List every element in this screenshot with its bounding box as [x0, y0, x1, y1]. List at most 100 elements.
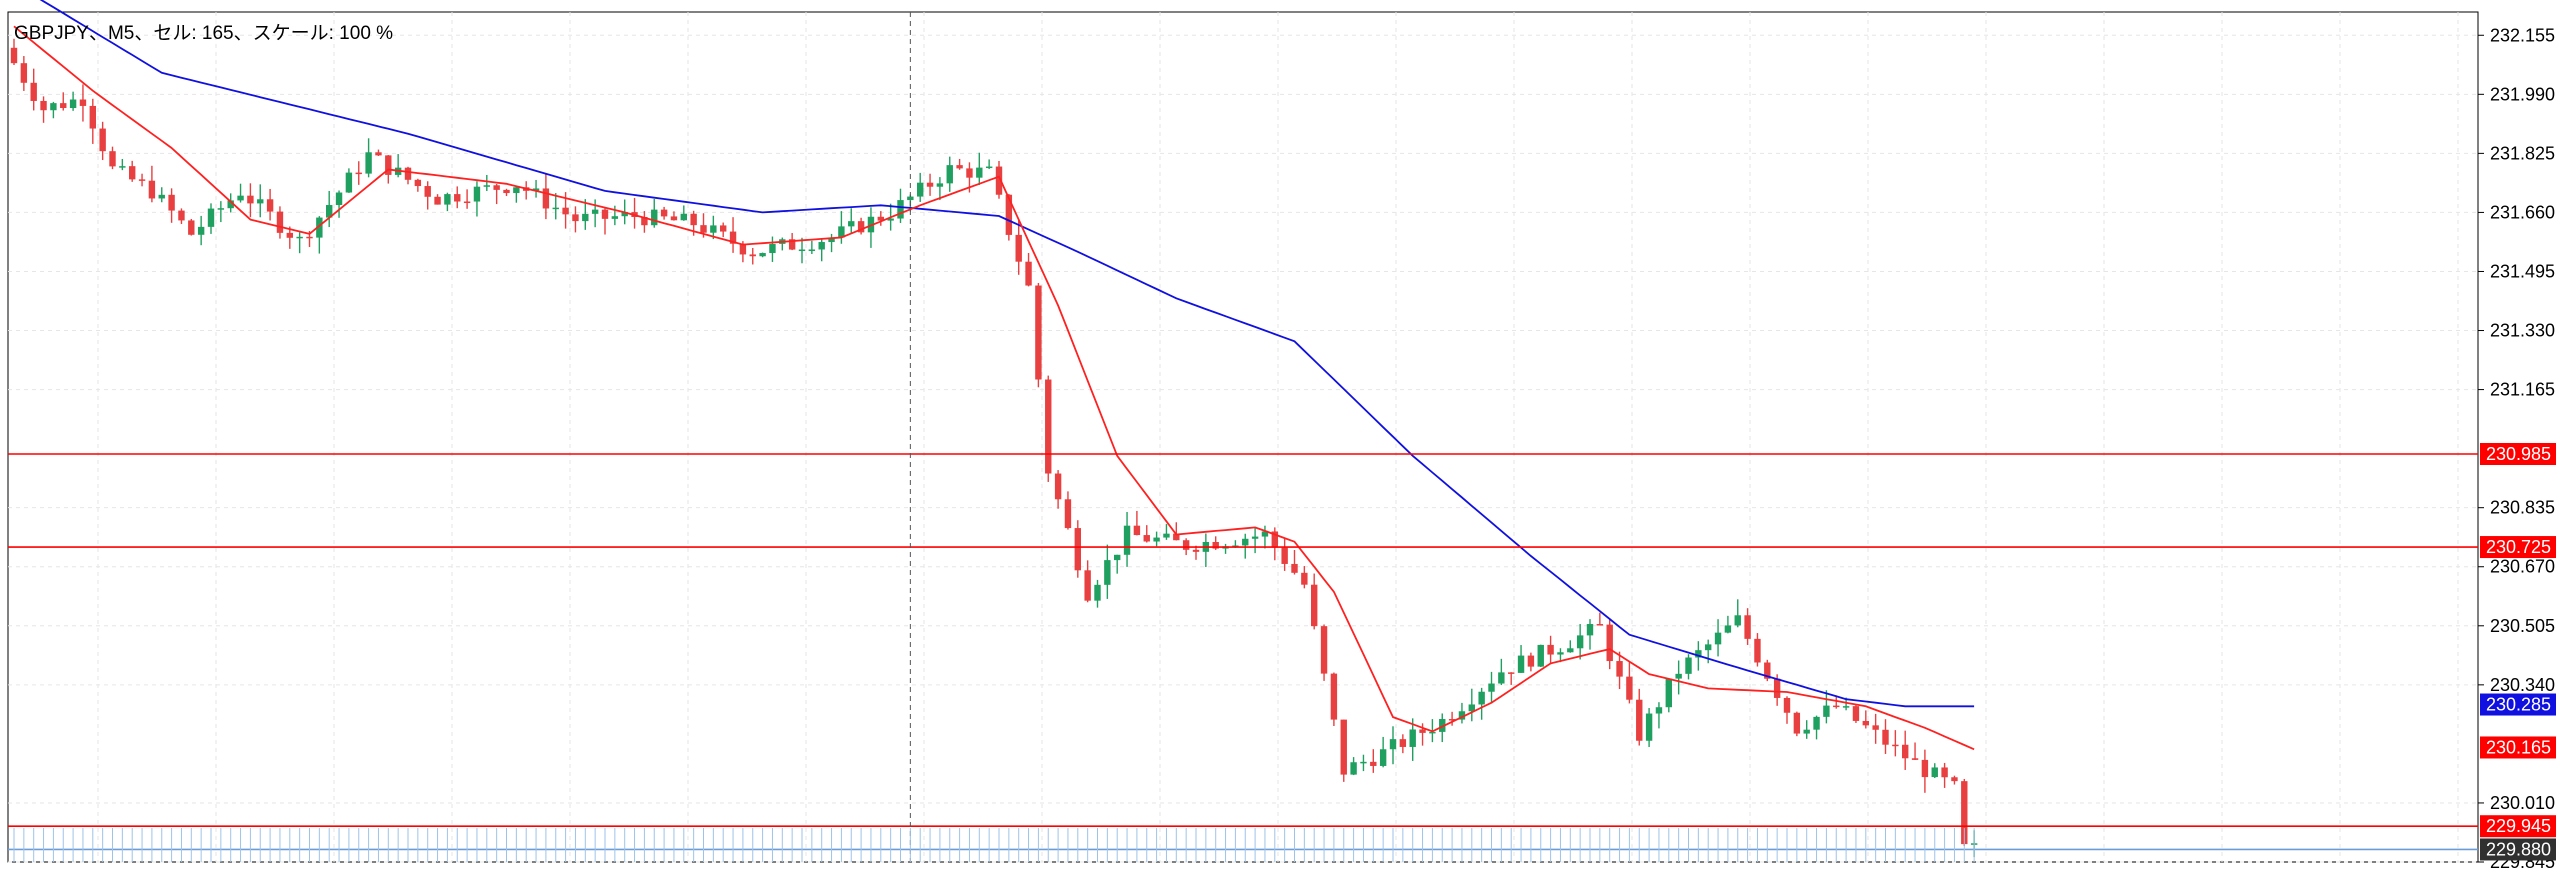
- candle-up: [50, 103, 57, 111]
- ma-slow-line: [39, 0, 1975, 708]
- candle-up: [1458, 711, 1466, 720]
- candle-down: [1902, 744, 1909, 759]
- candle-down: [1291, 563, 1298, 573]
- candle-up: [1537, 644, 1544, 667]
- price-tag: [2480, 736, 2556, 759]
- candle-up: [1478, 691, 1485, 705]
- candle-down: [1035, 285, 1042, 380]
- price-tag: [2480, 815, 2556, 838]
- symbol-info-label: GBPJPY、M5、セル: 165、スケール: 100 %: [14, 23, 394, 44]
- candle-up: [1734, 615, 1741, 626]
- candle-up: [1705, 644, 1712, 651]
- candle-down: [493, 185, 500, 190]
- y-tick-label: 231.330: [2490, 321, 2555, 341]
- price-tag-label: 230.285: [2486, 695, 2551, 715]
- candle-down: [1015, 234, 1022, 262]
- candle-up: [335, 192, 343, 206]
- candle-down: [1754, 638, 1761, 663]
- candle-up: [907, 196, 914, 201]
- candle-up: [237, 195, 244, 201]
- candle-up: [591, 209, 599, 214]
- candle-up: [897, 200, 904, 219]
- price-tag: [2480, 693, 2556, 716]
- candle-up: [1724, 625, 1732, 633]
- y-tick-label: 231.165: [2490, 380, 2555, 400]
- candle-up: [1665, 678, 1672, 708]
- candle-up: [1714, 632, 1722, 645]
- candle-up: [1655, 707, 1663, 714]
- candle-down: [1793, 712, 1801, 734]
- candle-up: [769, 243, 776, 254]
- candle-up: [1261, 531, 1269, 537]
- candle-up: [158, 194, 165, 199]
- candle-down: [788, 239, 796, 250]
- candle-down: [1271, 531, 1278, 548]
- candle-up: [1439, 719, 1446, 732]
- candle-up: [798, 249, 806, 252]
- candle-down: [1045, 379, 1052, 474]
- candle-up: [1094, 584, 1101, 601]
- candle-down: [89, 105, 96, 129]
- candle-down: [1941, 767, 1948, 778]
- candle-up: [1242, 538, 1249, 546]
- candle-down: [20, 63, 28, 83]
- candle-down: [434, 196, 441, 205]
- candle-up: [365, 152, 372, 174]
- candle-up: [1232, 545, 1239, 547]
- candle-up: [1695, 650, 1702, 658]
- candle-down: [1173, 533, 1180, 541]
- candle-down: [1281, 547, 1288, 564]
- candle-down: [1626, 676, 1633, 700]
- candle-up: [483, 185, 490, 187]
- candle-up: [1429, 731, 1436, 734]
- candle-down: [463, 201, 471, 204]
- candle-up: [1586, 624, 1594, 636]
- y-tick-label: 230.505: [2490, 616, 2555, 636]
- candle-down: [562, 207, 569, 215]
- candle-up: [985, 166, 993, 169]
- price-tag: [2480, 536, 2556, 559]
- candle-down: [138, 179, 146, 181]
- candle-up: [207, 208, 215, 227]
- candle-up: [532, 188, 540, 191]
- candle-up: [326, 205, 333, 218]
- candle-down: [1330, 673, 1338, 720]
- candle-down: [375, 152, 382, 156]
- candle-down: [10, 47, 18, 64]
- candle-up: [296, 236, 303, 239]
- candle-up: [1813, 716, 1820, 730]
- candle-down: [690, 213, 697, 226]
- candle-down: [720, 225, 727, 232]
- candle-down: [542, 188, 550, 209]
- price-tag-label: 229.880: [2486, 839, 2551, 859]
- candle-down: [1636, 699, 1643, 741]
- candle-down: [660, 209, 668, 217]
- candle-down: [99, 128, 106, 152]
- candle-down: [1606, 624, 1613, 662]
- candle-down: [1892, 744, 1899, 747]
- candle-up: [1557, 652, 1564, 655]
- candle-up: [582, 213, 589, 222]
- y-tick-label: 232.155: [2490, 25, 2555, 45]
- candle-down: [1872, 725, 1879, 730]
- candle-up: [1645, 713, 1653, 741]
- candle-up: [1567, 648, 1574, 653]
- candle-down: [1773, 678, 1781, 698]
- candle-down: [572, 214, 579, 222]
- candle-down: [109, 151, 116, 167]
- candle-down: [1951, 777, 1958, 782]
- candle-down: [857, 221, 865, 233]
- y-tick-label: 231.990: [2490, 84, 2555, 104]
- candle-down: [1074, 528, 1081, 571]
- candle-down: [1961, 781, 1968, 845]
- candle-up: [1842, 706, 1850, 708]
- candle-up: [1251, 536, 1259, 539]
- candle-down: [1911, 758, 1919, 760]
- candle-down: [1833, 705, 1840, 708]
- candle-down: [1399, 739, 1407, 747]
- price-tag-label: 230.165: [2486, 737, 2551, 757]
- candle-down: [1527, 655, 1535, 667]
- candle-up: [1468, 704, 1475, 712]
